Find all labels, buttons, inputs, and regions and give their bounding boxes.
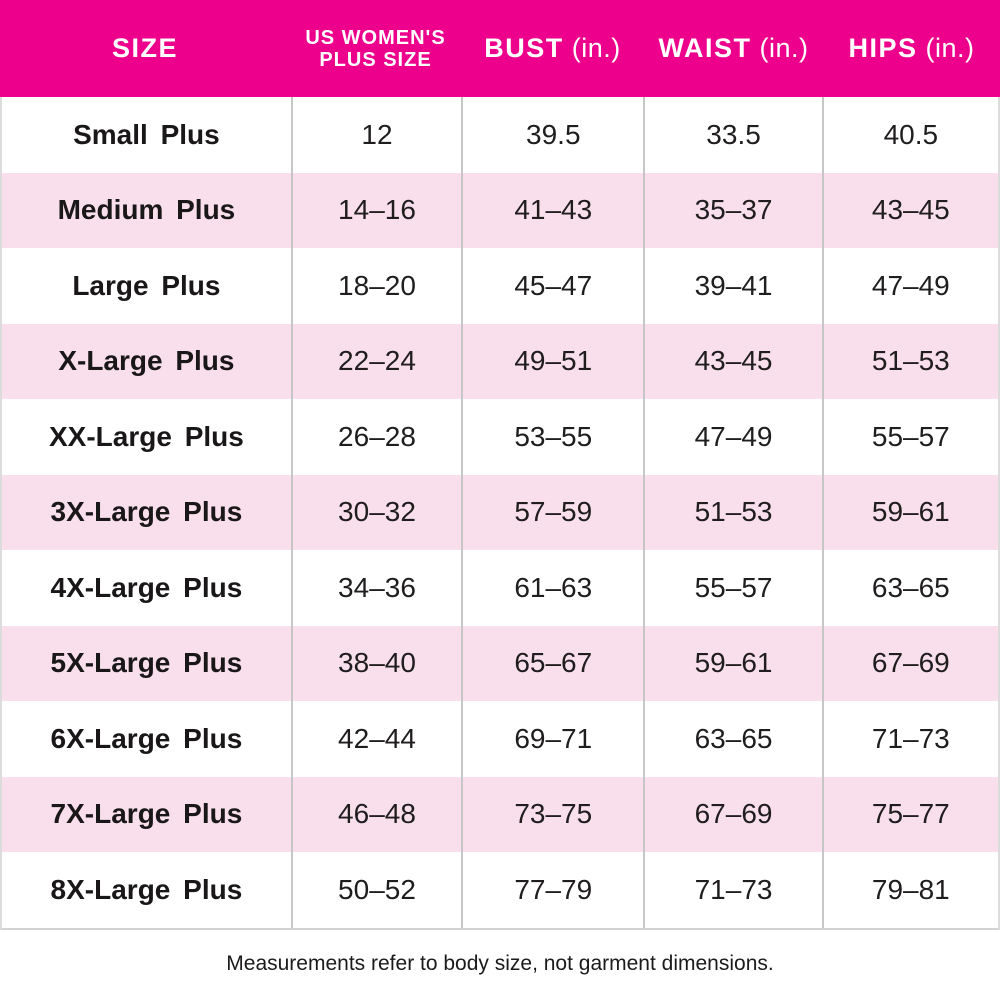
size-label-cell: XX-Large Plus xyxy=(48,420,244,452)
table-row: 5X-Large Plus 38–40 65–67 59–61 67–69 xyxy=(2,625,998,701)
measurement-value-cell: 39–41 xyxy=(643,248,821,324)
size-label-cell: 4X-Large Plus xyxy=(50,571,243,603)
measurement-value-cell: 69–71 xyxy=(461,701,643,777)
column-header-us-plus-size-label: US WOMEN'S PLUS SIZE xyxy=(305,26,446,71)
measurement-value-cell: 50–52 xyxy=(290,852,461,928)
table-body: Small Plus 12 39.5 33.5 40.5 Medium Plus 14–16… xyxy=(0,97,1000,930)
measurement-value-cell: 41–43 xyxy=(461,172,643,248)
measurement-value-cell: 35–37 xyxy=(643,172,821,248)
measurement-value-cell: 30–32 xyxy=(290,474,461,550)
measurement-value-cell: 63–65 xyxy=(821,550,998,626)
measurement-value-cell: 51–53 xyxy=(643,474,821,550)
measurement-value-cell: 45–47 xyxy=(461,248,643,324)
size-label-cell: 6X-Large Plus xyxy=(50,722,243,754)
column-header-waist: WAIST (in.) xyxy=(644,0,823,97)
table-row: 4X-Large Plus 34–36 61–63 55–57 63–65 xyxy=(2,550,998,626)
measurement-value-cell: 33.5 xyxy=(643,97,821,173)
size-label-cell: Small Plus xyxy=(73,118,220,150)
measurement-value-cell: 18–20 xyxy=(290,248,461,324)
table-row: X-Large Plus 22–24 49–51 43–45 51–53 xyxy=(2,323,998,399)
measurement-value-cell: 75–77 xyxy=(821,776,998,852)
column-header-hips: HIPS (in.) xyxy=(823,0,1000,97)
table-row: 6X-Large Plus 42–44 69–71 63–65 71–73 xyxy=(2,701,998,777)
measurement-value-cell: 40.5 xyxy=(821,97,998,173)
size-label-cell: 3X-Large Plus xyxy=(50,496,243,528)
size-label-cell: Medium Plus xyxy=(57,194,236,226)
measurement-value-cell: 73–75 xyxy=(461,776,643,852)
measurement-value-cell: 39.5 xyxy=(461,97,643,173)
measurement-value-cell: 43–45 xyxy=(821,172,998,248)
measurement-note: Measurements refer to body size, not gar… xyxy=(226,951,774,975)
measurement-value-cell: 47–49 xyxy=(821,248,998,324)
table-row: Large Plus 18–20 45–47 39–41 47–49 xyxy=(2,248,998,324)
measurement-value-cell: 38–40 xyxy=(290,625,461,701)
measurement-value-cell: 71–73 xyxy=(821,701,998,777)
table-header-row: SIZE US WOMEN'S PLUS SIZE BUST (in.) WAI… xyxy=(0,0,1000,97)
measurement-value-cell: 12 xyxy=(290,97,461,173)
table-row: 8X-Large Plus 50–52 77–79 71–73 79–81 xyxy=(2,852,998,928)
measurement-value-cell: 65–67 xyxy=(461,625,643,701)
measurement-value-cell: 51–53 xyxy=(821,323,998,399)
table-row: Small Plus 12 39.5 33.5 40.5 xyxy=(2,97,998,173)
measurement-value-cell: 67–69 xyxy=(643,776,821,852)
measurement-value-cell: 77–79 xyxy=(461,852,643,928)
measurement-value-cell: 67–69 xyxy=(821,625,998,701)
measurement-value-cell: 71–73 xyxy=(643,852,821,928)
column-header-hips-unit: (in.) xyxy=(925,32,975,63)
table-row: 3X-Large Plus 30–32 57–59 51–53 59–61 xyxy=(2,474,998,550)
measurement-value-cell: 59–61 xyxy=(643,625,821,701)
column-header-size: SIZE xyxy=(0,0,290,97)
measurement-value-cell: 22–24 xyxy=(290,323,461,399)
measurement-value-cell: 34–36 xyxy=(290,550,461,626)
size-label-cell: Large Plus xyxy=(72,269,221,301)
measurement-value-cell: 42–44 xyxy=(290,701,461,777)
size-label-cell: X-Large Plus xyxy=(58,345,235,377)
measurement-value-cell: 55–57 xyxy=(643,550,821,626)
table-row: 7X-Large Plus 46–48 73–75 67–69 75–77 xyxy=(2,776,998,852)
column-header-us-plus-size: US WOMEN'S PLUS SIZE xyxy=(290,0,461,97)
measurement-value-cell: 61–63 xyxy=(461,550,643,626)
size-chart-table: SIZE US WOMEN'S PLUS SIZE BUST (in.) WAI… xyxy=(0,0,1000,930)
column-header-waist-unit: (in.) xyxy=(759,32,809,63)
measurement-value-cell: 57–59 xyxy=(461,474,643,550)
table-row: XX-Large Plus 26–28 53–55 47–49 55–57 xyxy=(2,399,998,475)
size-label-cell: 7X-Large Plus xyxy=(50,798,243,830)
measurement-value-cell: 59–61 xyxy=(821,474,998,550)
measurement-value-cell: 47–49 xyxy=(643,399,821,475)
measurement-value-cell: 63–65 xyxy=(643,701,821,777)
measurement-value-cell: 53–55 xyxy=(461,399,643,475)
measurement-value-cell: 43–45 xyxy=(643,323,821,399)
column-header-waist-label: WAIST xyxy=(658,32,752,63)
size-label-cell: 5X-Large Plus xyxy=(50,647,243,679)
measurement-value-cell: 79–81 xyxy=(821,852,998,928)
measurement-value-cell: 46–48 xyxy=(290,776,461,852)
column-header-bust-label: BUST xyxy=(484,32,564,63)
column-header-bust-unit: (in.) xyxy=(571,32,621,63)
measurement-value-cell: 14–16 xyxy=(290,172,461,248)
size-label-cell: 8X-Large Plus xyxy=(50,873,243,905)
column-header-bust: BUST (in.) xyxy=(461,0,644,97)
measurement-value-cell: 55–57 xyxy=(821,399,998,475)
measurement-value-cell: 49–51 xyxy=(461,323,643,399)
column-header-size-label: SIZE xyxy=(111,32,178,63)
column-header-hips-label: HIPS xyxy=(848,32,918,63)
table-row: Medium Plus 14–16 41–43 35–37 43–45 xyxy=(2,172,998,248)
measurement-value-cell: 26–28 xyxy=(290,399,461,475)
